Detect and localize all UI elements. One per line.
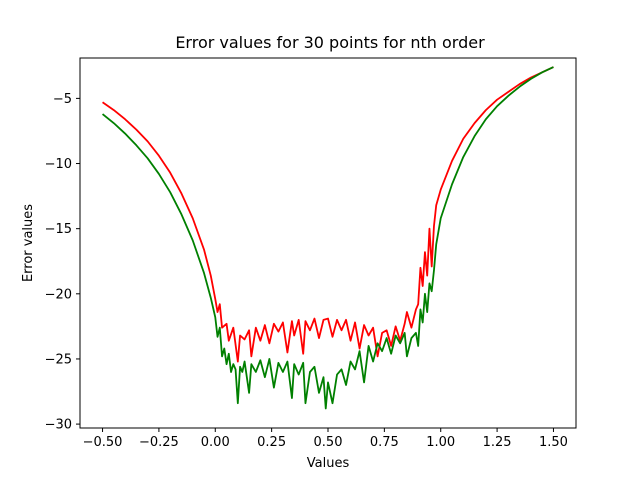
y-axis-ticks: −30 −25 −20 −15 −10 −5 (45, 92, 80, 433)
x-tick-label: 1.50 (539, 435, 568, 450)
x-tick-label: 0.25 (257, 435, 286, 450)
x-tick-label: 1.00 (426, 435, 455, 450)
y-tick-label: −25 (45, 352, 72, 367)
chart-title: Error values for 30 points for nth order (175, 33, 485, 52)
x-tick-label: 0.50 (314, 435, 343, 450)
x-tick-label: 1.25 (483, 435, 512, 450)
y-tick-label: −30 (45, 418, 72, 433)
plot-series (101, 66, 554, 410)
x-axis-label: Values (307, 456, 350, 471)
y-axis-label: Error values (21, 204, 36, 282)
plot-frame (79, 57, 577, 429)
x-axis-ticks: −0.50 −0.25 0.00 0.25 0.50 0.75 1.00 1.25 1.50 (83, 428, 568, 450)
y-tick-label: −15 (45, 222, 72, 237)
x-tick-label: −0.25 (139, 435, 179, 450)
y-tick-label: −10 (45, 157, 72, 172)
y-tick-label: −20 (45, 287, 72, 302)
series-line-2 (101, 66, 554, 410)
x-tick-label: 0.75 (370, 435, 399, 450)
x-tick-label: −0.50 (83, 435, 123, 450)
x-tick-label: 0.00 (201, 435, 230, 450)
y-tick-label: −5 (53, 92, 72, 107)
series-line-1 (102, 66, 554, 363)
